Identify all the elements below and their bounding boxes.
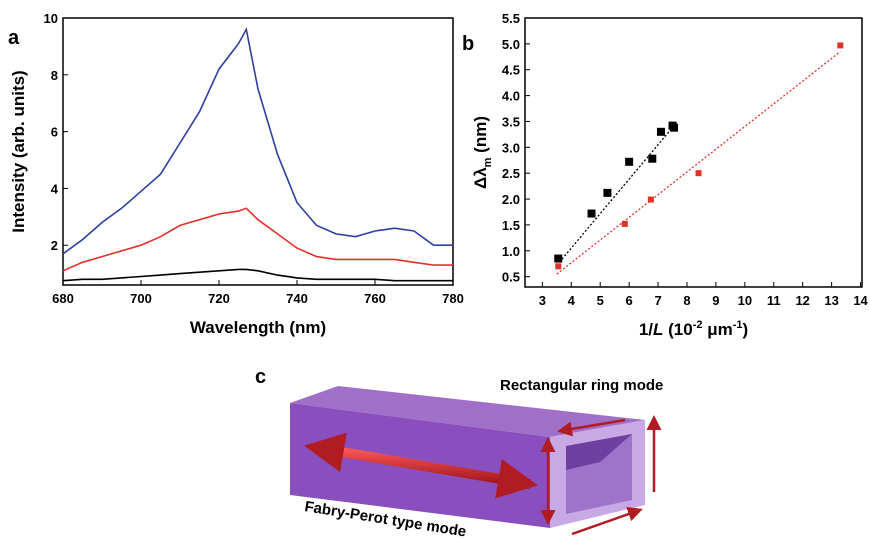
- ring-arrow: [557, 418, 626, 437]
- x-tick-label: 6: [626, 293, 633, 308]
- data-point: [669, 123, 678, 132]
- x-tick-label: 10: [738, 293, 752, 308]
- y-tick-label: 1.5: [502, 218, 520, 233]
- fp-arrow: [304, 432, 538, 499]
- diagram-label: Rectangular ring mode: [500, 377, 663, 394]
- y-tick-label: 10: [44, 11, 58, 26]
- data-point: [603, 188, 612, 197]
- y-axis-title: Intensity (arb. units): [9, 70, 28, 232]
- spectrum-line: [62, 268, 453, 282]
- data-point: [554, 254, 563, 263]
- x-tick-label: 14: [853, 293, 868, 308]
- x-axis-title-part: -2: [693, 319, 703, 331]
- y-tick-label: 4: [51, 181, 59, 196]
- y-tick-label: 8: [51, 68, 58, 83]
- spectrum-line: [62, 27, 453, 255]
- x-tick-label: 12: [795, 293, 809, 308]
- y-tick-label: 3.5: [502, 114, 520, 129]
- plot-frame: [62, 17, 454, 286]
- x-tick-label: 7: [654, 293, 661, 308]
- y-tick-label: 4.5: [502, 63, 520, 78]
- x-axis-title-part: μm: [702, 320, 732, 339]
- fit-line: [556, 123, 676, 266]
- x-tick-label: 3: [539, 293, 546, 308]
- data-point: [837, 42, 844, 49]
- y-axis-title-part: (nm): [471, 116, 490, 158]
- x-tick-label: 720: [208, 291, 230, 306]
- fit-line: [556, 51, 841, 275]
- x-tick-label: 13: [824, 293, 838, 308]
- spectrum-line: [62, 207, 453, 272]
- panel-label: c: [255, 366, 266, 388]
- data-point: [621, 220, 628, 227]
- y-tick-label: 0.5: [502, 270, 520, 285]
- x-tick-label: 740: [286, 291, 308, 306]
- data-point: [695, 170, 702, 177]
- rod-hollow-shadow: [566, 434, 632, 470]
- plot-frame: [524, 17, 863, 288]
- data-point: [648, 154, 657, 163]
- x-tick-label: 5: [597, 293, 604, 308]
- x-axis-title-part: L: [653, 320, 663, 339]
- y-axis-title: Δλm (nm): [471, 116, 494, 189]
- x-axis-title-part: ): [743, 320, 749, 339]
- data-point: [647, 196, 654, 203]
- y-axis-title-part: m: [482, 157, 494, 167]
- x-tick-label: 760: [364, 291, 386, 306]
- x-tick-label: 11: [767, 293, 781, 308]
- y-tick-label: 2.0: [502, 192, 520, 207]
- y-tick-label: 4.0: [502, 89, 520, 104]
- x-tick-label: 700: [130, 291, 152, 306]
- rod-top-face: [290, 386, 645, 437]
- y-tick-label: 6: [51, 125, 58, 140]
- y-tick-label: 2: [51, 238, 58, 253]
- ring-arrow: [571, 506, 643, 536]
- x-axis-title-part: 1/: [639, 320, 653, 339]
- x-tick-label: 780: [442, 291, 464, 306]
- data-point: [625, 157, 634, 166]
- x-tick-label: 680: [52, 291, 74, 306]
- panel-label: b: [462, 33, 474, 55]
- y-tick-label: 2.5: [502, 166, 520, 181]
- data-point: [555, 263, 562, 270]
- x-axis-title: Wavelength (nm): [190, 318, 326, 337]
- data-point: [656, 127, 665, 136]
- diagram: c Rectangular ring mode Fabry-Perot type…: [255, 366, 663, 541]
- y-tick-label: 5.5: [502, 11, 520, 26]
- x-axis-title-part: (10: [663, 320, 692, 339]
- x-tick-label: 4: [568, 293, 576, 308]
- panel-label: a: [8, 27, 20, 49]
- x-tick-label: 9: [712, 293, 719, 308]
- x-tick-label: 8: [683, 293, 690, 308]
- y-tick-label: 3.0: [502, 140, 520, 155]
- x-axis-title: 1/L (10-2 μm-1): [639, 319, 748, 339]
- data-point: [587, 209, 596, 218]
- y-axis-title-part: Δλ: [471, 167, 490, 189]
- y-tick-label: 5.0: [502, 37, 520, 52]
- x-axis-title-part: -1: [733, 319, 743, 331]
- y-tick-label: 1.0: [502, 244, 520, 259]
